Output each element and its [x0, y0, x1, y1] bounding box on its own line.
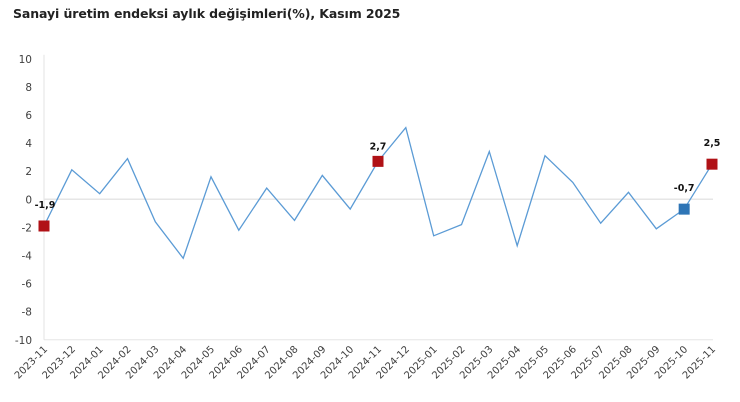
gridlines — [44, 198, 713, 341]
data-point-marker — [706, 158, 718, 170]
y-tick-label: 6 — [25, 110, 32, 122]
chart-title: Sanayi üretim endeksi aylık değişimleri(… — [13, 6, 401, 21]
y-tick-label: -2 — [22, 222, 32, 234]
y-tick-label: -6 — [22, 279, 33, 291]
y-tick-label: -4 — [22, 251, 33, 263]
y-tick-label: 8 — [25, 82, 32, 94]
y-tick-label: 4 — [25, 138, 32, 150]
y-tick-label: -8 — [22, 307, 32, 319]
x-axis: 2023-112023-122024-012024-022024-032024-… — [13, 344, 718, 381]
highlight-markers: -1,9 2,7 -0,7 2,5 — [35, 138, 721, 232]
data-label: 2,7 — [370, 141, 387, 152]
data-point-marker — [372, 155, 384, 167]
data-label: 2,5 — [704, 138, 721, 149]
data-label: -0,7 — [674, 183, 695, 194]
y-tick-label: 2 — [25, 166, 32, 178]
data-point-marker — [678, 203, 690, 215]
data-point-marker — [38, 220, 50, 232]
y-tick-label: -10 — [15, 335, 32, 347]
y-tick-label: 0 — [25, 194, 32, 206]
y-axis: 10 8 6 4 2 0 -2 -4 -6 -8 -10 — [15, 54, 45, 347]
data-label: -1,9 — [35, 200, 56, 211]
y-tick-label: 10 — [19, 54, 32, 66]
